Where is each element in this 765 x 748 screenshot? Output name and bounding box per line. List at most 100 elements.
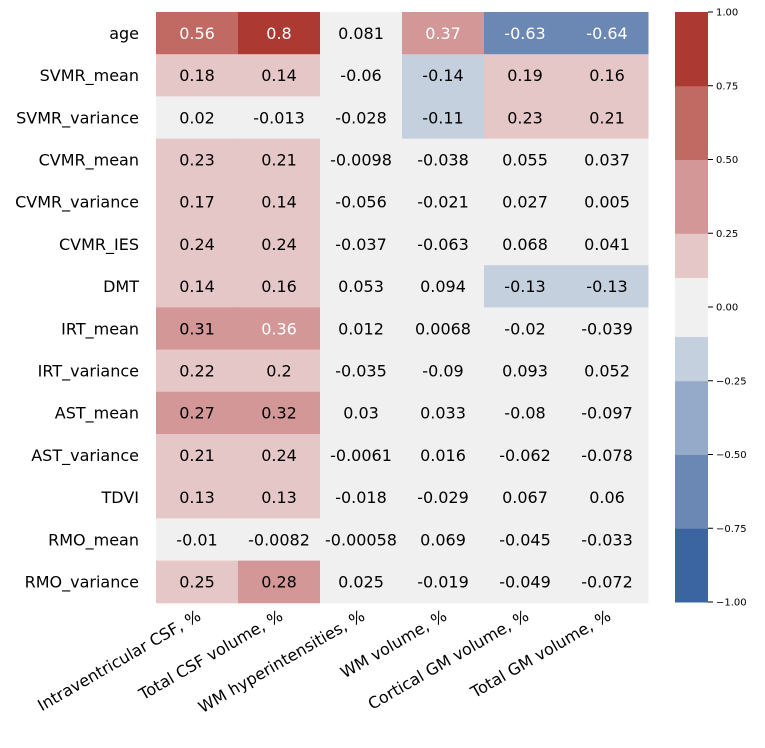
heatmap-cell [484, 349, 567, 393]
cell-value-label: 0.16 [589, 66, 625, 85]
cell-value-label: -0.14 [422, 66, 463, 85]
heatmap-cell [320, 560, 403, 604]
heatmap-cell [484, 560, 567, 604]
cell-value-label: 0.25 [179, 572, 215, 591]
cell-value-label: -0.13 [586, 277, 627, 296]
cell-value-label: 0.21 [261, 150, 297, 169]
cell-value-label: -0.037 [335, 235, 387, 254]
cell-value-label: 0.06 [589, 488, 625, 507]
heatmap-cell [238, 434, 321, 477]
cell-value-label: -0.019 [417, 572, 469, 591]
cell-value-label: 0.052 [584, 361, 630, 380]
heatmap-cell [320, 265, 403, 308]
heatmap-cell [320, 138, 403, 182]
row-label: RMO_variance [25, 572, 139, 592]
colorbar-segment [675, 277, 708, 337]
cell-value-label: -0.02 [504, 319, 545, 338]
cell-value-label: -0.097 [581, 404, 633, 423]
cell-value-label: 0.16 [261, 277, 297, 296]
cell-value-label: 0.03 [343, 404, 379, 423]
cell-value-label: -0.063 [417, 235, 469, 254]
cell-value-label: -0.0098 [330, 150, 392, 169]
heatmap-cell [484, 307, 567, 351]
colorbar-segment [675, 233, 708, 278]
heatmap-cell [238, 349, 321, 393]
row-label: CVMR_mean [39, 150, 139, 170]
cell-value-label: 0.22 [179, 361, 215, 380]
heatmap-cell [156, 476, 239, 519]
cell-value-label: 0.012 [338, 319, 384, 338]
colorbar-tick-label: 0.25 [716, 229, 738, 240]
heatmap-cell [156, 518, 239, 562]
cell-value-label: 0.068 [502, 235, 548, 254]
cell-value-label: -0.045 [499, 530, 551, 549]
heatmap-cell [566, 560, 649, 604]
cell-value-label: 0.56 [179, 24, 215, 43]
heatmap-cell [156, 96, 239, 140]
cell-value-label: 0.17 [179, 193, 215, 212]
cell-value-label: -0.038 [417, 150, 469, 169]
row-label: SVMR_variance [16, 108, 139, 128]
heatmap-cell [566, 12, 649, 55]
colorbar-tick-label: −1.00 [716, 598, 747, 609]
cell-value-label: -0.013 [253, 108, 305, 127]
heatmap-cell [156, 349, 239, 393]
cell-value-label: -0.033 [581, 530, 633, 549]
heatmap-cell [402, 391, 485, 435]
heatmap-cell [484, 518, 567, 562]
row-label: AST_mean [55, 404, 139, 424]
heatmap-cell [484, 223, 567, 266]
heatmap-cell [402, 476, 485, 519]
cell-value-label: 0.093 [502, 361, 548, 380]
cell-value-label: 0.23 [179, 150, 215, 169]
cell-value-label: 0.055 [502, 150, 548, 169]
heatmap-cell [484, 96, 567, 140]
row-label: TDVI [101, 488, 139, 507]
colorbar-segment [675, 336, 708, 382]
heatmap-cell [156, 223, 239, 266]
column-label: Total GM volume, % [466, 606, 614, 702]
cell-value-label: -0.00058 [325, 530, 397, 549]
colorbar-tick-label: −0.50 [716, 450, 747, 461]
heatmap-cell [238, 265, 321, 308]
cell-value-label: -0.64 [586, 24, 627, 43]
heatmap-cell [238, 518, 321, 562]
cell-value-label: 0.025 [338, 572, 384, 591]
heatmap-cell [566, 96, 649, 140]
cell-value-label: 0.24 [261, 235, 297, 254]
colorbar-tick-label: 0.50 [716, 155, 738, 166]
cell-value-label: 0.23 [507, 108, 543, 127]
cell-value-label: 0.21 [179, 446, 215, 465]
row-label: RMO_mean [48, 530, 139, 550]
heatmap-cell [402, 518, 485, 562]
heatmap-cell [238, 560, 321, 604]
heatmap-cell [156, 434, 239, 477]
heatmap-cell [566, 518, 649, 562]
heatmap-cell [320, 391, 403, 435]
heatmap-cell [484, 265, 567, 308]
heatmap-cell [402, 265, 485, 308]
cell-value-label: 0.0068 [415, 319, 471, 338]
cell-value-label: 0.21 [589, 108, 625, 127]
heatmap-cell [156, 180, 239, 224]
cell-value-label: 0.18 [179, 66, 215, 85]
heatmap-cell [484, 12, 567, 55]
cell-value-label: -0.09 [422, 361, 463, 380]
cell-value-label: 0.27 [179, 404, 215, 423]
heatmap-cell [566, 307, 649, 351]
heatmap-cell [238, 476, 321, 519]
cell-value-label: 0.067 [502, 488, 548, 507]
heatmap-cell [402, 307, 485, 351]
cell-value-label: 0.37 [425, 24, 461, 43]
cell-value-label: 0.13 [261, 488, 297, 507]
heatmap-cell [320, 54, 403, 97]
row-label: SVMR_mean [40, 66, 139, 86]
heatmap-cell [320, 307, 403, 351]
cell-value-label: -0.018 [335, 488, 387, 507]
cell-value-label: 0.069 [420, 530, 466, 549]
heatmap-cell [566, 223, 649, 266]
cell-value-label: 0.24 [261, 446, 297, 465]
cell-value-label: -0.13 [504, 277, 545, 296]
